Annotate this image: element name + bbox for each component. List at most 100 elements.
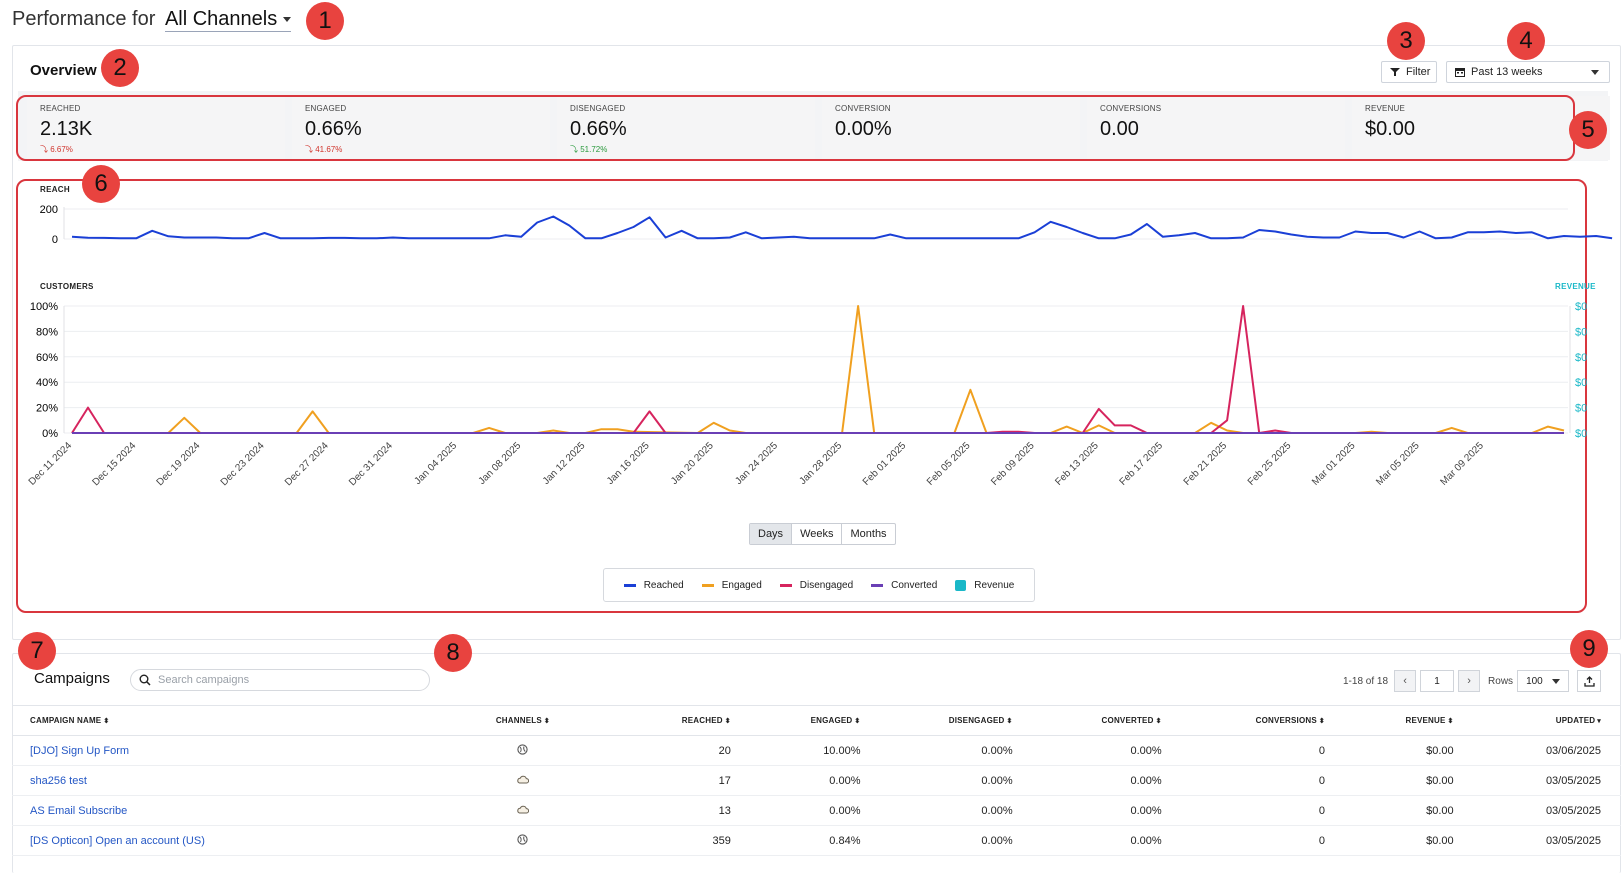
prev-page-button[interactable]: ‹ [1394, 670, 1417, 692]
col-reached[interactable]: REACHED ⬍ [614, 705, 737, 736]
kpi-value: 0.66% [305, 118, 362, 140]
col-revenue[interactable]: REVENUE ⬍ [1331, 705, 1460, 736]
chevron-down-icon [283, 17, 292, 23]
toggle-months[interactable]: Months [850, 528, 887, 540]
legend-item-reached[interactable]: Reached [623, 580, 684, 591]
table-row[interactable]: [DJO] Sign Up Form 20 10.00% 0.00% 0.00% 0 $0.… [12, 735, 1621, 766]
export-button[interactable] [1577, 670, 1601, 692]
column-label: ENGAGED [810, 716, 853, 725]
x-tick-label: Mar 01 2025 [1310, 440, 1358, 488]
x-tick-label: Feb 25 2025 [1246, 440, 1294, 488]
legend-swatch [623, 583, 636, 587]
column-label: UPDATED [1555, 716, 1596, 725]
annotation-marker-6: 6 [82, 165, 120, 203]
toggle-weeks[interactable]: Weeks [792, 524, 843, 544]
col-converted[interactable]: CONVERTED ⬍ [1018, 705, 1168, 736]
legend-swatch [779, 583, 792, 587]
x-tick-label: Jan 12 2025 [541, 440, 588, 487]
cell-revenue: $0.00 [1331, 795, 1460, 826]
campaign-name-link[interactable]: [DJO] Sign Up Form [30, 744, 130, 757]
kpi-engaged[interactable]: ENGAGED 0.66% ⤵ 41.67% [292, 96, 550, 160]
col-updated[interactable]: UPDATED ▾ [1459, 705, 1621, 736]
cell-updated: 03/06/2025 [1459, 735, 1621, 766]
rows-per-page-value: 100 [1526, 675, 1543, 687]
kpi-revenue[interactable]: REVENUE $0.00 [1352, 96, 1610, 160]
next-page-button[interactable]: › [1458, 670, 1481, 692]
kpi-value: $0.00 [1365, 118, 1416, 140]
column-label: CHANNELS [495, 716, 542, 725]
cell-reached: 20 [614, 735, 737, 766]
kpi-conversions[interactable]: CONVERSIONS 0.00 [1087, 96, 1345, 160]
kpi-converted[interactable]: CONVERSION 0.00% [822, 96, 1080, 160]
legend-label: Engaged [721, 579, 762, 591]
x-tick-label: Feb 17 2025 [1118, 440, 1166, 488]
upload-icon [1583, 675, 1595, 687]
sort-icon: ⬍ [103, 718, 110, 725]
x-tick-label: Dec 19 2024 [155, 440, 203, 488]
col-disengaged[interactable]: DISENGAGED ⬍ [866, 705, 1019, 736]
col-engaged[interactable]: ENGAGED ⬍ [736, 705, 867, 736]
toggle-days[interactable]: Days [750, 524, 793, 544]
col-campaign-name[interactable]: CAMPAIGN NAME ⬍ [12, 705, 472, 736]
cell-disengaged: 0.00% [866, 795, 1019, 826]
kpi-delta: ⤵ 51.72% [570, 144, 607, 155]
filter-icon [1390, 68, 1400, 76]
annotation-marker-1: 1 [306, 2, 344, 40]
channel-selector[interactable]: All Channels [164, 8, 292, 32]
x-tick-label: Jan 24 2025 [733, 440, 780, 487]
legend-item-converted[interactable]: Converted [871, 580, 937, 591]
series-line-disengaged [71, 305, 1564, 434]
sort-icon: ⬍ [854, 718, 861, 725]
cell-engaged: 10.00% [736, 735, 867, 766]
kpi-delta-value: 41.67% [315, 145, 343, 154]
column-label: CAMPAIGN NAME [30, 716, 102, 725]
trend-down-icon: ⤵ [40, 145, 48, 154]
x-tick-label: Dec 11 2024 [27, 440, 75, 488]
legend-swatch [871, 583, 884, 587]
cell-conversions: 0 [1167, 765, 1331, 796]
col-conversions[interactable]: CONVERSIONS ⬍ [1167, 705, 1331, 736]
x-tick-label: Jan 04 2025 [412, 440, 459, 487]
campaign-name-link[interactable]: sha256 test [30, 774, 87, 787]
globe-icon [517, 743, 529, 758]
page-number-input[interactable]: 1 [1420, 670, 1455, 692]
legend-swatch [955, 579, 967, 591]
date-range-select[interactable]: Past 13 weeks [1446, 61, 1610, 83]
right-y-tick-label: $0 [1575, 403, 1587, 415]
campaign-name-link[interactable]: AS Email Subscribe [30, 804, 128, 817]
legend-label: Revenue [974, 579, 1015, 591]
col-channels[interactable]: CHANNELS ⬍ [471, 705, 615, 736]
series-line-engaged [72, 305, 1565, 434]
legend-item-revenue[interactable]: Revenue [955, 579, 1015, 591]
kpi-label: REVENUE [1365, 104, 1406, 113]
x-tick-label: Dec 31 2024 [347, 440, 395, 488]
legend-item-disengaged[interactable]: Disengaged [779, 580, 853, 591]
kpi-reached[interactable]: REACHED 2.13K ⤵ 6.67% [27, 96, 285, 160]
table-row[interactable]: [DS Opticon] Open an account (US) 359 0.84… [12, 825, 1621, 856]
chevron-down-icon [1552, 678, 1561, 684]
cell-engaged: 0.00% [736, 765, 867, 796]
revenue-axis-title: REVENUE [1555, 282, 1596, 291]
cell-converted: 0.00% [1018, 825, 1168, 856]
page-range-text: 1-18 of 18 [1343, 675, 1389, 687]
annotation-marker-3: 3 [1387, 22, 1425, 60]
table-row[interactable]: sha256 test 17 0.00% 0.00% 0.00% 0 $0.00 03/05/… [12, 765, 1621, 796]
kpi-disengaged[interactable]: DISENGAGED 0.66% ⤵ 51.72% [557, 96, 815, 160]
legend-item-engaged[interactable]: Engaged [701, 579, 762, 591]
rows-per-page-select[interactable]: 100 [1517, 670, 1570, 692]
kpi-label: REACHED [40, 104, 81, 113]
y-tick-label: 80% [36, 326, 58, 338]
pagination: 1-18 of 18 ‹ 1 › Rows 100 [1343, 670, 1570, 692]
overview-title: Overview [30, 62, 97, 79]
channel-selector-label: All Channels [164, 8, 278, 30]
kpi-label: CONVERSION [835, 104, 891, 113]
column-label: REVENUE [1405, 716, 1446, 725]
search-campaigns-input[interactable]: Search campaigns [130, 669, 430, 691]
filter-button[interactable]: Filter [1381, 61, 1437, 83]
table-row[interactable]: AS Email Subscribe 13 0.00% 0.00% 0.00% 0 $0.0… [12, 795, 1621, 826]
annotation-box-chart [16, 179, 1587, 613]
campaign-name-link[interactable]: [DS Opticon] Open an account (US) [30, 834, 205, 847]
campaigns-table: CAMPAIGN NAME ⬍ CHANNELS ⬍ REACHED ⬍ ENGAGE… [12, 705, 1621, 856]
filter-button-label: Filter [1406, 66, 1431, 78]
